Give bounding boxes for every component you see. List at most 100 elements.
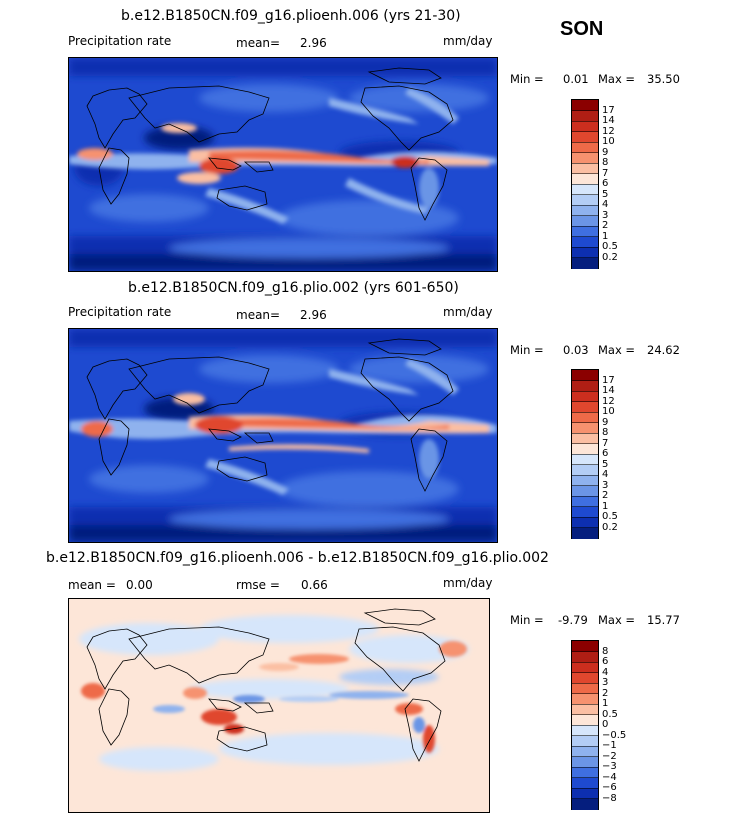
panel2-map — [68, 328, 498, 543]
colorbar-label: −6 — [602, 782, 617, 793]
colorbar-tick — [572, 215, 598, 216]
colorbar-tick — [572, 443, 598, 444]
panel3-title: b.e12.B1850CN.f09_g16.plioenh.006 - b.e1… — [46, 550, 549, 566]
season-label: SON — [560, 18, 604, 40]
colorbar-label: 6 — [602, 448, 609, 459]
colorbar-swatch — [572, 496, 598, 507]
panel1-units: mm/day — [443, 34, 493, 48]
colorbar-label: 9 — [602, 146, 609, 158]
colorbar-tick — [572, 672, 598, 673]
colorbar-swatch — [572, 777, 598, 789]
colorbar-label: 0.5 — [602, 708, 618, 720]
colorbar-swatch — [572, 163, 598, 174]
panel3-rmse-value: 0.66 — [301, 578, 328, 592]
colorbar-label: −4 — [602, 771, 617, 783]
colorbar-tick — [572, 735, 598, 736]
panel2-max-value: 24.62 — [647, 343, 680, 357]
panel3-units: mm/day — [443, 576, 493, 590]
colorbar-label: 14 — [602, 385, 615, 396]
colorbar-label: 0.2 — [602, 521, 618, 533]
colorbar-swatch — [572, 662, 598, 673]
colorbar-tick — [572, 703, 598, 705]
colorbar-swatch — [572, 110, 598, 122]
colorbar-label: −3 — [602, 761, 617, 772]
panel2-max-label: Max = — [598, 343, 636, 357]
colorbar-swatch — [572, 746, 598, 757]
colorbar-label: 8 — [602, 157, 609, 168]
colorbar-swatch — [572, 100, 598, 111]
colorbar-label: 17 — [602, 104, 615, 116]
colorbar-swatch — [572, 527, 598, 539]
colorbar-label: 17 — [602, 374, 615, 386]
panel3-colorbar: 8 6 4 3 2 1 0.5 0 −0.5 −1 −2 −3 −4 −6 −8 — [571, 640, 626, 810]
panel1-mean-value: 2.96 — [300, 36, 327, 50]
panel2-variable-label: Precipitation rate — [68, 305, 172, 319]
colorbar-label: −8 — [602, 792, 617, 804]
colorbar-label: −1 — [602, 740, 617, 751]
colorbar-swatch — [572, 651, 598, 663]
colorbar-swatch — [572, 247, 598, 258]
colorbar-swatch — [572, 121, 598, 132]
panel3-max-value: 15.77 — [647, 613, 680, 627]
colorbar-swatch — [572, 226, 598, 237]
colorbar-tick — [572, 422, 598, 423]
colorbar-swatch — [572, 401, 598, 413]
colorbar-swatch — [572, 735, 598, 747]
colorbar-tick — [572, 798, 598, 799]
colorbar-tick — [572, 236, 598, 237]
colorbar-swatch — [572, 475, 598, 486]
colorbar-swatch — [572, 215, 598, 227]
colorbar-tick — [572, 390, 598, 392]
colorbar-tick — [572, 204, 598, 206]
colorbar-label: −2 — [602, 750, 617, 762]
colorbar-label: 10 — [602, 136, 615, 147]
colorbar-label: 8 — [602, 645, 609, 657]
colorbar-label: 1 — [602, 230, 609, 242]
colorbar-tick — [572, 495, 598, 497]
colorbar-label: 3 — [602, 209, 609, 221]
colorbar-swatch — [572, 205, 598, 216]
colorbar-tick — [572, 474, 598, 476]
colorbar-tick — [572, 756, 598, 757]
colorbar-label: 2 — [602, 490, 609, 501]
colorbar-tick — [572, 693, 598, 694]
colorbar-label: 5 — [602, 458, 609, 470]
colorbar-label: 2 — [602, 687, 609, 699]
colorbar-tick — [572, 225, 598, 227]
panel1-min-label: Min = — [510, 72, 544, 86]
colorbar-label: 0.5 — [602, 511, 618, 522]
colorbar-tick — [572, 485, 598, 486]
panel1-max-label: Max = — [598, 72, 636, 86]
colorbar-swatch — [572, 798, 598, 810]
colorbar-swatch — [572, 672, 598, 684]
colorbar-tick — [572, 380, 598, 381]
colorbar-label: 8 — [602, 427, 609, 438]
colorbar-swatch — [572, 756, 598, 768]
panel2-mean-label: mean= — [236, 308, 281, 322]
panel1-variable-label: Precipitation rate — [68, 34, 172, 48]
panel2-mean-value: 2.96 — [300, 308, 327, 322]
colorbar-label: 4 — [602, 199, 609, 210]
panel2-units: mm/day — [443, 305, 493, 319]
colorbar-swatch — [572, 370, 598, 381]
colorbar-tick — [572, 246, 598, 248]
colorbar-tick — [572, 194, 598, 195]
colorbar-label: 1 — [602, 698, 609, 709]
colorbar-swatch — [572, 704, 598, 715]
colorbar-tick — [572, 714, 598, 715]
colorbar-swatch — [572, 683, 598, 694]
colorbar-label: 0.2 — [602, 251, 618, 263]
colorbar-swatch — [572, 236, 598, 248]
colorbar-swatch — [572, 767, 598, 778]
colorbar-swatch — [572, 194, 598, 206]
colorbar-tick — [572, 162, 598, 164]
panel2-min-value: 0.03 — [563, 343, 589, 357]
colorbar-tick — [572, 257, 598, 258]
colorbar-label: 7 — [602, 437, 609, 449]
colorbar-label: 6 — [602, 178, 609, 189]
panel3-min-value: -9.79 — [558, 613, 588, 627]
colorbar-swatch — [572, 422, 598, 434]
colorbar-tick — [572, 651, 598, 652]
panel1-min-value: 0.01 — [563, 72, 589, 86]
colorbar-swatch — [572, 641, 598, 652]
